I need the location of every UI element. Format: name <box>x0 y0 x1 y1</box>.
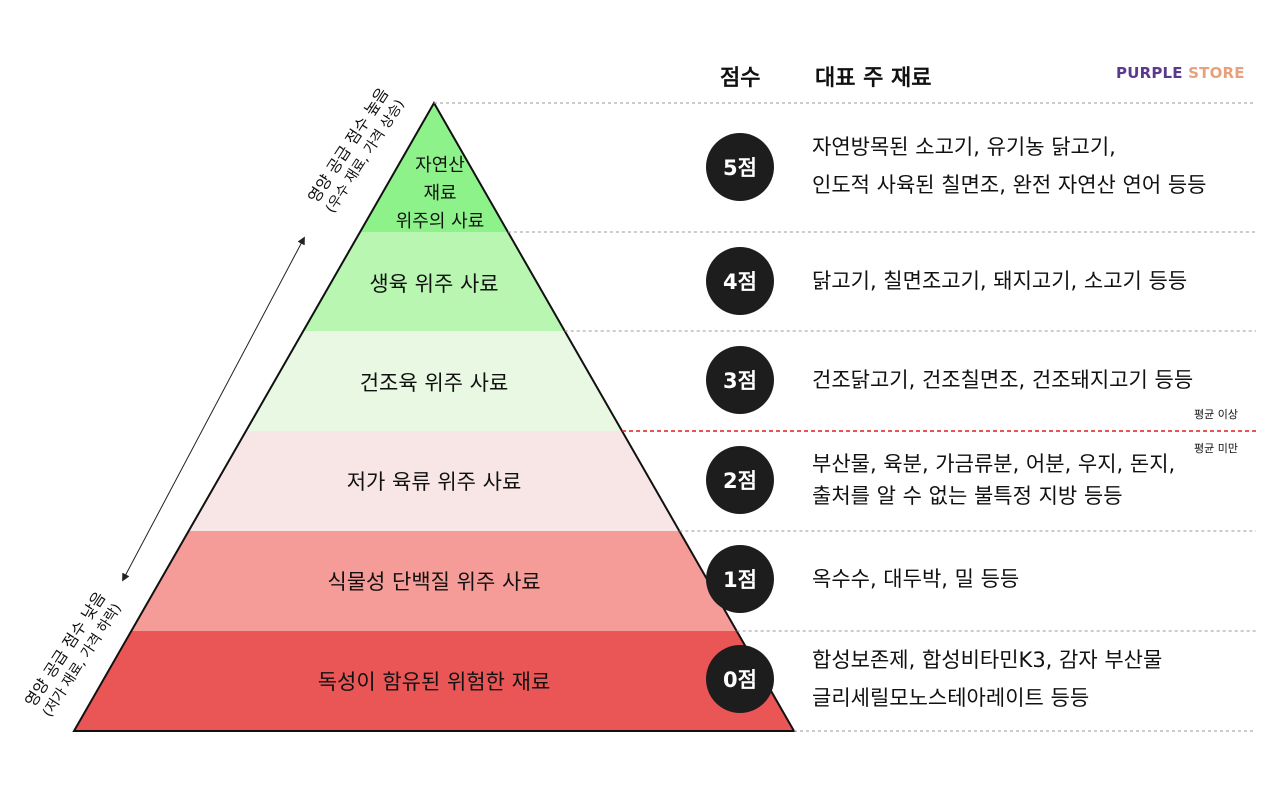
tier-1-label: 식물성 단백질 위주 사료 <box>327 570 541 594</box>
tier-5-label-line: 자연산 <box>415 155 465 176</box>
ingredient-line: 옥수수, 대두박, 밀 등등 <box>812 567 1020 591</box>
tier-0-label: 독성이 함유된 위험한 재료 <box>317 670 551 694</box>
ingredient-line: 건조닭고기, 건조칠면조, 건조돼지고기 등등 <box>812 368 1194 392</box>
tier-1-ingredients: 옥수수, 대두박, 밀 등등 <box>812 560 1019 598</box>
tier-2-ingredients: 부산물, 육분, 가금류분, 어분, 우지, 돈지, 출처를 알 수 없는 불특… <box>812 448 1175 512</box>
tier-0-ingredients: 합성보존제, 합성비타민K3, 감자 부산물 글리세릴모노스테아레이트 등등 <box>812 641 1162 717</box>
score-badge-2: 2점 <box>706 446 774 514</box>
pyramid-tier-0 <box>74 631 794 731</box>
ingredient-line: 닭고기, 칠면조고기, 돼지고기, 소고기 등등 <box>812 269 1188 293</box>
tier-4-ingredients: 닭고기, 칠면조고기, 돼지고기, 소고기 등등 <box>812 262 1187 300</box>
score-badge-0: 0점 <box>706 645 774 713</box>
tier-5-label-line: 위주의 사료 <box>395 211 485 232</box>
pyramid-tier-3 <box>245 331 623 431</box>
ingredient-line: 인도적 사육된 칠면조, 완전 자연산 연어 등등 <box>812 173 1207 197</box>
ingredient-line: 자연방목된 소고기, 유기농 닭고기, <box>812 135 1116 159</box>
score-column-header: 점수 <box>720 66 761 91</box>
tier-3-label: 건조육 위주 사료 <box>359 371 509 395</box>
ingredient-line: 출처를 알 수 없는 불특정 지방 등등 <box>812 484 1123 508</box>
tier-3-ingredients: 건조닭고기, 건조칠면조, 건조돼지고기 등등 <box>812 361 1193 399</box>
pyramid-tier-2 <box>188 431 680 531</box>
ingredient-line: 부산물, 육분, 가금류분, 어분, 우지, 돈지, <box>812 452 1176 476</box>
brand-logo-store: STORE <box>1188 64 1245 82</box>
pyramid-tier-4 <box>303 232 565 331</box>
score-badge-5: 5점 <box>706 133 774 201</box>
brand-logo-purple: PURPLE <box>1116 64 1189 82</box>
score-badge-3: 3점 <box>706 346 774 414</box>
ingredient-line: 합성보존제, 합성비타민K3, 감자 부산물 <box>812 648 1163 672</box>
brand-logo: PURPLE STORE <box>1116 64 1245 82</box>
score-badge-1: 1점 <box>706 545 774 613</box>
tier-5-ingredients: 자연방목된 소고기, 유기농 닭고기, 인도적 사육된 칠면조, 완전 자연산 … <box>812 128 1207 204</box>
ingredient-line: 글리세릴모노스테아레이트 등등 <box>812 686 1090 710</box>
above-average-label: 평균 이상 <box>1194 408 1238 421</box>
tier-5-label-line: 재료 <box>423 183 457 204</box>
below-average-label: 평균 미만 <box>1194 442 1238 455</box>
tier-2-label: 저가 육류 위주 사료 <box>346 470 522 494</box>
ingredient-column-header: 대표 주 재료 <box>815 66 932 91</box>
tier-4-label: 생육 위주 사료 <box>369 272 499 296</box>
pyramid-tier-5 <box>360 103 508 232</box>
score-direction-arrow <box>122 236 305 582</box>
tier-5-label: 자연산 재료 위주의 사료 <box>380 152 500 236</box>
score-badge-4: 4점 <box>706 247 774 315</box>
